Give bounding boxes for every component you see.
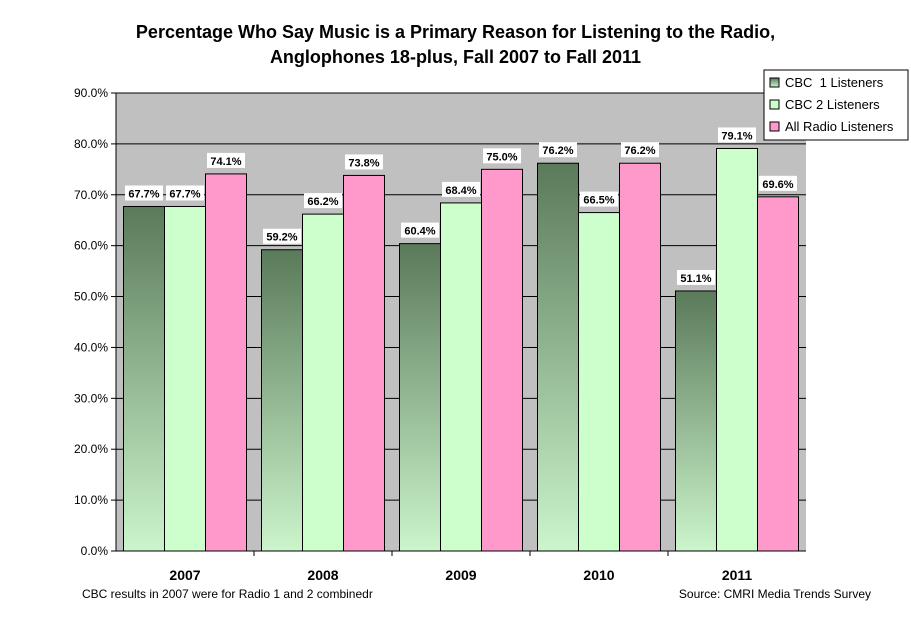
data-label: 69.6% — [762, 179, 793, 191]
legend-swatch — [769, 121, 780, 132]
y-tick-label: 40.0% — [74, 340, 108, 354]
legend-swatch — [769, 77, 780, 88]
y-tick-label: 70.0% — [74, 188, 108, 202]
y-tick-label: 10.0% — [74, 493, 108, 507]
y-tick-label: 80.0% — [74, 137, 108, 151]
data-label: 75.0% — [486, 151, 517, 163]
chart-title-line-2: Anglophones 18-plus, Fall 2007 to Fall 2… — [269, 47, 642, 67]
data-label: 66.2% — [307, 196, 338, 208]
data-label: 76.2% — [624, 145, 655, 157]
data-label-box — [207, 152, 245, 168]
bar — [481, 168, 523, 552]
data-label: 66.5% — [583, 195, 614, 207]
y-tick-label: 50.0% — [74, 290, 108, 304]
legend-box — [763, 69, 909, 141]
data-label-box — [442, 181, 480, 197]
y-tick-label: 30.0% — [74, 391, 108, 405]
data-label-box — [718, 127, 756, 143]
legend-label: CBC 2 Listeners — [785, 97, 880, 112]
chart-title-line-1: Percentage Who Say Music is a Primary Re… — [135, 22, 776, 42]
data-label-box — [483, 148, 521, 164]
data-label-box — [539, 142, 577, 158]
legend-swatch — [769, 99, 780, 110]
data-label: 76.2% — [542, 145, 573, 157]
data-label-box — [166, 185, 204, 201]
data-label: 67.7% — [128, 188, 159, 200]
data-label-box — [263, 228, 301, 244]
data-label: 67.7% — [169, 188, 200, 200]
data-label-box — [621, 142, 659, 158]
data-label: 79.1% — [721, 130, 752, 142]
data-label-box — [304, 193, 342, 209]
y-tick-label: 0.0% — [81, 544, 109, 558]
data-label: 74.1% — [210, 156, 241, 168]
bar — [399, 243, 441, 552]
footnote-right: Source: CMRI Media Trends Survey — [678, 587, 871, 601]
data-label-box — [401, 222, 439, 238]
bar — [757, 196, 799, 552]
bar — [261, 249, 303, 552]
bar — [164, 205, 206, 552]
bar — [537, 162, 579, 552]
bar — [619, 162, 661, 552]
data-label-box — [125, 185, 163, 201]
data-label-box — [759, 175, 797, 191]
data-label-box — [580, 191, 618, 207]
bar — [343, 174, 385, 552]
x-tick-label: 2008 — [307, 567, 338, 583]
x-tick-label: 2011 — [722, 567, 753, 583]
y-tick-label: 60.0% — [74, 239, 108, 253]
data-label: 60.4% — [404, 226, 435, 238]
bar — [440, 202, 482, 552]
bar — [716, 147, 758, 552]
bar — [205, 173, 247, 552]
data-label: 59.2% — [266, 232, 297, 244]
x-tick-label: 2010 — [583, 567, 614, 583]
data-label: 73.8% — [348, 157, 379, 169]
data-label-box — [345, 154, 383, 170]
bar — [302, 213, 344, 552]
bar — [123, 205, 165, 552]
data-label: 68.4% — [445, 185, 476, 197]
bar — [578, 212, 620, 552]
y-tick-label: 20.0% — [74, 442, 108, 456]
footnote-left: CBC results in 2007 were for Radio 1 and… — [82, 587, 373, 601]
x-tick-label: 2007 — [169, 567, 200, 583]
bar — [675, 290, 717, 552]
legend-label: CBC 1 Listeners — [785, 75, 884, 90]
data-label-box — [677, 269, 715, 285]
x-tick-label: 2009 — [445, 567, 476, 583]
y-tick-label: 90.0% — [74, 86, 108, 100]
legend-label: All Radio Listeners — [785, 119, 894, 134]
data-label: 51.1% — [680, 273, 711, 285]
